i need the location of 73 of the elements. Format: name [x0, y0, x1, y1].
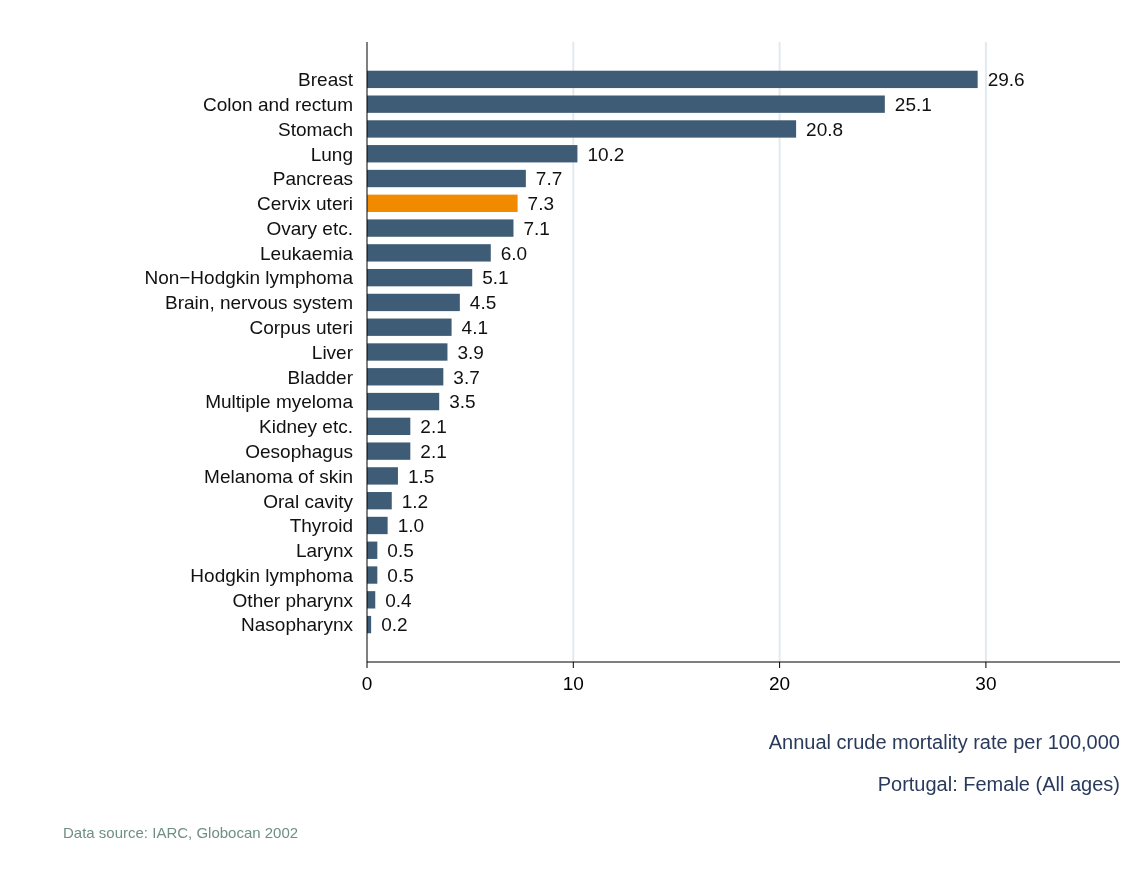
- y-tick-label: Nasopharynx: [241, 614, 354, 636]
- data-label: 4.5: [469, 292, 497, 314]
- y-tick-label: Non−Hodgkin lymphoma: [144, 267, 354, 289]
- y-tick-label: Colon and rectum: [203, 94, 353, 116]
- bar: [367, 95, 885, 113]
- bar: [367, 219, 514, 237]
- source-note: Data source: IARC, Globocan 2002: [63, 824, 299, 841]
- y-tick-label: Bladder: [287, 366, 354, 388]
- data-label: 2.1: [420, 440, 447, 462]
- bar: [367, 145, 578, 163]
- data-label: 7.7: [535, 168, 563, 190]
- data-label: 3.5: [449, 391, 476, 413]
- bar: [367, 492, 392, 510]
- bar: [367, 244, 491, 262]
- x-tick-label: 0: [361, 673, 373, 694]
- y-tick-label: Ovary etc.: [266, 217, 353, 239]
- data-label: 0.5: [387, 564, 414, 586]
- bar: [367, 467, 398, 485]
- data-label: 3.9: [457, 341, 484, 363]
- x-axis-title: Annual crude mortality rate per 100,000: [768, 731, 1120, 753]
- bar: [367, 368, 444, 386]
- y-tick-label: Other pharynx: [232, 589, 354, 611]
- data-label: 10.2: [587, 143, 625, 165]
- y-tick-label: Pancreas: [272, 168, 353, 190]
- data-label: 7.1: [523, 217, 550, 239]
- y-tick-label: Brain, nervous system: [165, 292, 353, 314]
- x-tick-label: 10: [562, 673, 584, 694]
- y-tick-label: Melanoma of skin: [204, 465, 353, 487]
- data-label: 6.0: [500, 242, 528, 264]
- data-label: 2.1: [420, 416, 447, 438]
- bar: [367, 194, 518, 212]
- data-label: 20.8: [806, 118, 844, 140]
- y-tick-label: Stomach: [278, 118, 353, 140]
- data-label: 0.4: [385, 589, 413, 611]
- data-label: 29.6: [987, 69, 1025, 91]
- data-label: 0.2: [381, 614, 408, 636]
- bar: [367, 442, 411, 460]
- y-tick-label: Oral cavity: [263, 490, 354, 512]
- x-tick-label: 20: [769, 673, 791, 694]
- bar: [367, 417, 411, 436]
- data-label: 4.1: [461, 317, 489, 339]
- y-tick-label: Oesophagus: [245, 440, 353, 462]
- y-tick-label: Kidney etc.: [259, 416, 353, 438]
- y-tick-label: Larynx: [295, 540, 354, 562]
- y-tick-label: Liver: [311, 341, 354, 363]
- bar: [367, 70, 978, 89]
- bar: [367, 566, 378, 584]
- data-label: 25.1: [894, 94, 932, 116]
- x-tick-label: 30: [975, 673, 997, 694]
- text: Portugal: Female (All ages): [877, 773, 1120, 795]
- data-label: 0.5: [387, 540, 414, 562]
- data-label: 5.1: [482, 267, 509, 289]
- bar: [367, 268, 473, 287]
- bar: [367, 169, 526, 188]
- bar: [367, 392, 440, 411]
- y-tick-label: Multiple myeloma: [205, 391, 354, 413]
- data-label: 3.7: [453, 366, 480, 388]
- data-label: 1.5: [407, 465, 435, 487]
- y-tick-label: Hodgkin lymphoma: [190, 564, 354, 586]
- bar: [367, 516, 388, 535]
- data-label: 7.3: [527, 193, 555, 215]
- data-label: 1.2: [401, 490, 429, 512]
- y-tick-label: Corpus uteri: [249, 317, 353, 339]
- bar: [367, 293, 460, 312]
- y-tick-label: Breast: [298, 69, 354, 91]
- y-tick-label: Thyroid: [289, 515, 353, 537]
- y-tick-label: Leukaemia: [260, 242, 354, 264]
- y-tick-label: Lung: [310, 143, 353, 165]
- bar: [367, 318, 452, 336]
- y-tick-label: Cervix uteri: [256, 193, 353, 215]
- bar: [367, 343, 448, 361]
- bar: [367, 120, 797, 138]
- data-label: 1.0: [397, 515, 425, 537]
